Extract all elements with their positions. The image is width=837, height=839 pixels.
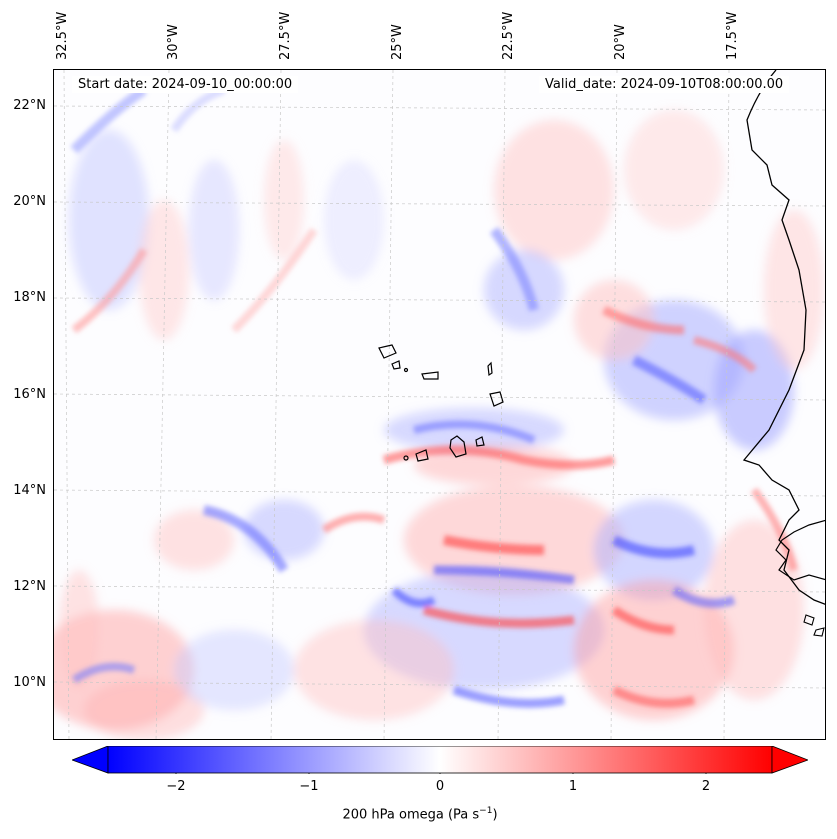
lon-label: 30°W (166, 24, 181, 60)
bissagos-islands (803, 614, 825, 637)
valid-date-label: Valid_date: 2024-09-10T08:00:00.00 (539, 76, 790, 93)
lon-label: 17.5°W (725, 11, 740, 60)
lon-label: 20°W (613, 24, 628, 60)
lat-label: 16°N (13, 387, 46, 402)
lat-label: 10°N (13, 675, 46, 690)
lat-label: 12°N (13, 579, 46, 594)
colorbar-tick-label: −1 (299, 779, 319, 794)
start-date-label: Start date: 2024-09-10_00:00:00 (72, 76, 299, 93)
colorbar-gradient (107, 746, 773, 774)
lon-label: 32.5°W (55, 11, 70, 60)
colorbar-tick-marks (175, 773, 707, 774)
colorbar-title-end: ) (492, 807, 498, 823)
colorbar-tick-label: 0 (435, 779, 445, 794)
lon-label: 25°W (390, 24, 405, 60)
cape-verde-islands (378, 344, 504, 462)
lat-label: 22°N (13, 98, 46, 113)
graticule (54, 70, 825, 739)
map-panel[interactable] (53, 69, 826, 740)
omega-shading-detail (70, 85, 798, 708)
omega-field-map (54, 70, 825, 739)
colorbar-title-exponent: −1 (479, 806, 493, 816)
colorbar-tick-label: −2 (166, 779, 186, 794)
colorbar-tick-label: 2 (701, 779, 711, 794)
africa-coastline-south (775, 519, 825, 581)
lat-label: 20°N (13, 194, 46, 209)
lat-label: 18°N (13, 290, 46, 305)
lon-label: 27.5°W (278, 11, 293, 60)
colorbar-min-arrow (72, 746, 109, 774)
lon-label: 22.5°W (501, 11, 516, 60)
africa-coastline (742, 70, 825, 605)
colorbar-title-main: 200 hPa omega (Pa s (342, 807, 480, 823)
omega-shading-broad (54, 110, 824, 739)
colorbar (72, 746, 808, 774)
colorbar-tick-label: 1 (568, 779, 578, 794)
colorbar-title: 200 hPa omega (Pa s−1) (300, 806, 540, 822)
colorbar-max-arrow (771, 746, 808, 774)
lat-label: 14°N (13, 483, 46, 498)
